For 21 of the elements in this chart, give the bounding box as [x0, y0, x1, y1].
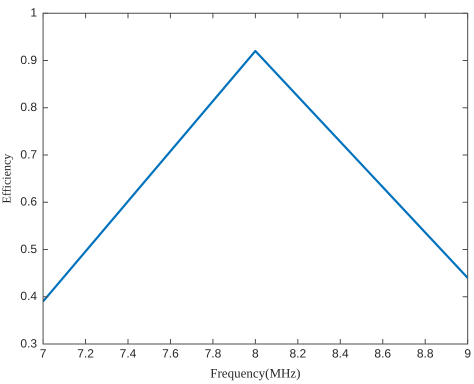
y-tick-label: 0.9	[20, 52, 38, 67]
x-tick-label: 7.2	[77, 346, 94, 361]
y-tick-label: 0.5	[20, 242, 38, 256]
y-axis-title: Efficiency	[0, 154, 14, 204]
y-tick-label: 0.6	[20, 194, 38, 209]
y-tick-label: 0.4	[20, 289, 38, 304]
x-tick-label: 8.6	[374, 346, 392, 361]
y-tick-label: 0.8	[20, 100, 38, 114]
y-tick-label: 1	[30, 6, 38, 20]
y-tick-label: 0.3	[20, 336, 38, 350]
x-tick-label: 7.8	[204, 346, 222, 361]
x-tick-label: 7	[40, 346, 47, 361]
x-axis-title: Frequency(MHz)	[210, 366, 300, 381]
x-tick-label: 7.4	[120, 346, 137, 361]
x-tick-label: 8.4	[332, 346, 349, 361]
y-tick-label: 0.7	[20, 147, 38, 162]
x-tick-label: 7.6	[162, 346, 180, 361]
x-tick-label: 9	[464, 346, 472, 361]
x-tick-label: 8.8	[416, 346, 434, 361]
x-tick-label: 8	[252, 346, 260, 361]
x-tick-label: 8.2	[289, 346, 306, 361]
